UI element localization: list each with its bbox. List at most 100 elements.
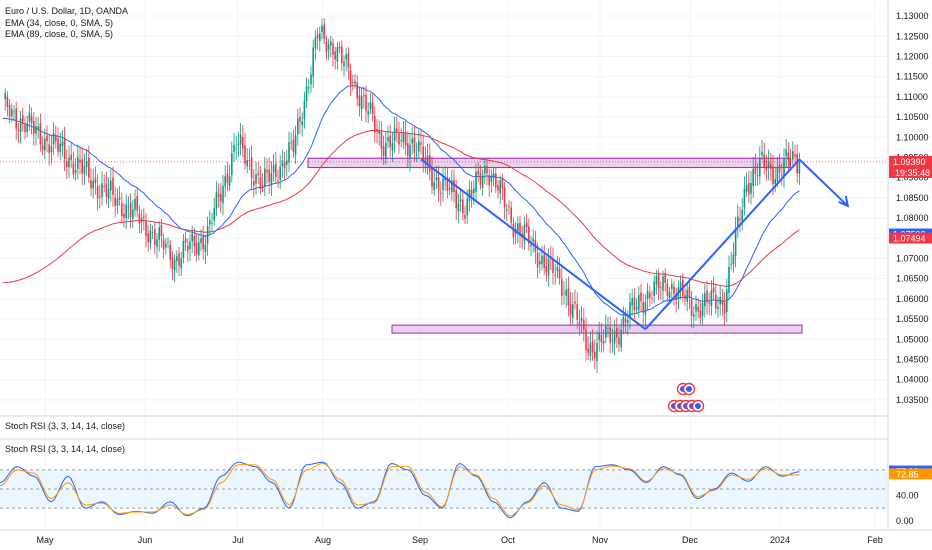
- candle-body: [572, 304, 574, 318]
- candle-body: [26, 123, 28, 132]
- candle-body: [499, 180, 501, 194]
- candle-body: [752, 168, 754, 186]
- price-tick-label: 1.05500: [896, 314, 929, 324]
- candle-body: [609, 327, 611, 343]
- candle-body: [83, 165, 86, 175]
- candle-body: [523, 224, 526, 242]
- candle-body: [220, 193, 222, 202]
- candle-body: [15, 108, 17, 129]
- candle-body: [545, 266, 548, 273]
- candle-body: [413, 137, 416, 153]
- candle-body: [453, 179, 455, 192]
- candle-body: [123, 213, 125, 219]
- candle-body: [631, 298, 633, 306]
- candle-body: [411, 138, 413, 144]
- candle-body: [74, 170, 77, 173]
- candle-body: [602, 341, 605, 344]
- candle-body: [50, 146, 53, 153]
- candle-body: [173, 259, 176, 271]
- candle-body: [288, 142, 290, 163]
- candle-body: [28, 112, 31, 122]
- candle-body: [96, 186, 99, 199]
- price-tag: [889, 232, 932, 244]
- candle-body: [292, 139, 295, 152]
- trend-line: [644, 158, 801, 330]
- candle-body: [591, 341, 594, 353]
- candle-body: [125, 204, 127, 219]
- candle-body: [530, 244, 532, 247]
- time-axis[interactable]: May Jun Jul Aug Sep Oct Nov Dec 2024 Feb: [36, 535, 882, 545]
- candle-body: [391, 143, 394, 151]
- candle-body: [200, 238, 202, 244]
- candle-body: [440, 193, 442, 194]
- candle-body: [525, 222, 528, 228]
- candle-body: [46, 135, 48, 142]
- candle-body: [314, 37, 317, 48]
- candle-body: [24, 124, 26, 133]
- candle-body: [180, 258, 182, 269]
- candle-body: [565, 289, 567, 296]
- candle-body: [8, 105, 11, 117]
- candle-body: [162, 239, 165, 250]
- time-tick-label: Jul: [232, 535, 244, 545]
- support-resistance-zone: [307, 157, 791, 169]
- price-axis[interactable]: 1.13000 1.12500 1.12000 1.11500 1.11000 1.105…: [889, 11, 932, 526]
- price-tick-label: 1.12000: [896, 51, 929, 61]
- candle-body: [118, 197, 121, 200]
- candle-body: [448, 187, 451, 190]
- candle-body: [750, 183, 752, 194]
- candle-body: [464, 215, 466, 219]
- candle-body: [627, 320, 629, 324]
- candle-body: [147, 233, 149, 243]
- candle-body: [512, 223, 515, 238]
- candle-body: [442, 178, 444, 191]
- candle-body: [206, 226, 209, 244]
- candle-body: [701, 303, 704, 317]
- time-tick-label: Feb: [867, 535, 883, 545]
- zone-layer: [307, 157, 803, 334]
- candle-body: [640, 292, 642, 302]
- candle-body: [646, 290, 649, 299]
- candle-body: [99, 196, 101, 198]
- candle-body: [422, 146, 424, 162]
- candle-body: [785, 149, 787, 156]
- candle-body: [169, 244, 171, 260]
- candle-body: [767, 161, 770, 169]
- candle-body: [272, 165, 275, 173]
- candle-body: [400, 139, 402, 142]
- candle-body: [519, 222, 521, 236]
- candle-body: [382, 146, 385, 157]
- candle-body: [343, 61, 345, 67]
- event-markers[interactable]: [667, 382, 705, 413]
- candle-body: [616, 328, 618, 338]
- candle-body: [446, 178, 449, 191]
- candle-body: [222, 185, 224, 204]
- candle-body: [167, 241, 169, 243]
- candle-body: [431, 168, 433, 187]
- candle-body: [737, 216, 739, 226]
- candle-body: [85, 161, 88, 168]
- candle-body: [585, 329, 587, 351]
- candle-body: [202, 235, 204, 250]
- candle-body: [66, 161, 68, 168]
- candle-body: [270, 172, 273, 185]
- candle-body: [171, 256, 174, 270]
- candle-body: [424, 157, 427, 161]
- candle-body: [462, 199, 464, 213]
- candle-body: [651, 297, 653, 299]
- candle-body: [484, 165, 486, 174]
- price-tick-label: 1.10000: [896, 132, 929, 142]
- candle-body: [679, 282, 682, 291]
- candle-body: [671, 283, 673, 289]
- candle-body: [41, 146, 44, 150]
- candle-body: [347, 53, 350, 68]
- candle-body: [286, 160, 288, 165]
- candle-body: [607, 328, 609, 329]
- candle-body: [792, 151, 794, 160]
- candle-body: [393, 128, 396, 141]
- candle-body: [686, 289, 688, 302]
- trend-line: [420, 158, 647, 330]
- candle-body: [356, 82, 358, 99]
- candle-body: [429, 155, 431, 171]
